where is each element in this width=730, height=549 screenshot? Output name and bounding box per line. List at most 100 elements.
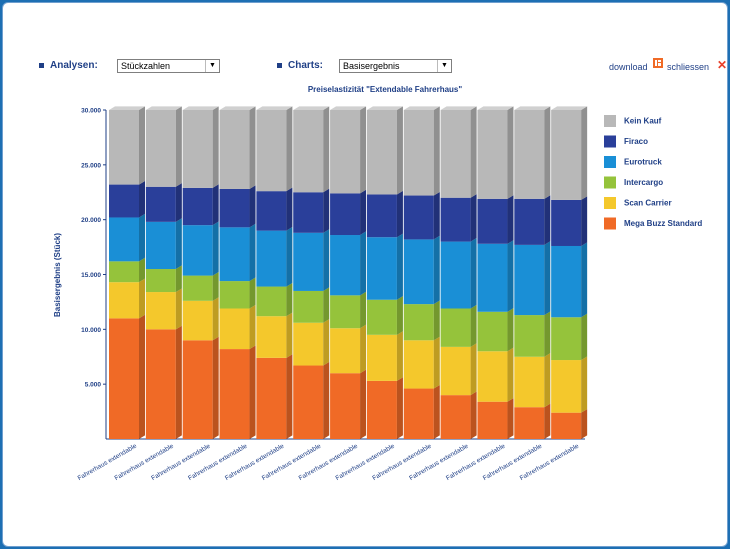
bar-segment bbox=[477, 195, 514, 244]
bar-segment bbox=[514, 311, 551, 357]
legend-swatch bbox=[604, 115, 616, 127]
y-tick-labels: 5.000 10.000 15.000 20.000 25.000 30.000 bbox=[81, 108, 106, 389]
legend-item: Eurotruck bbox=[604, 156, 662, 168]
y-tick-label: 30.000 bbox=[81, 108, 101, 115]
bar-segment bbox=[256, 227, 293, 287]
analysen-label: Analysen: bbox=[39, 60, 98, 71]
bar-segment bbox=[293, 106, 330, 193]
bar-segment bbox=[440, 194, 477, 242]
chart-legend: Kein Kauf Firaco Eurotruck Intercargo Scan C… bbox=[604, 115, 702, 230]
bar-segment bbox=[403, 106, 440, 196]
analysen-label-text: Analysen: bbox=[50, 60, 98, 71]
bar-segment bbox=[440, 304, 477, 347]
bar-segment bbox=[219, 304, 256, 350]
bar-segment bbox=[330, 106, 367, 194]
download-icon[interactable] bbox=[653, 58, 663, 68]
analysen-select[interactable]: Stückzahlen ▼ bbox=[117, 59, 220, 73]
legend-label: Intercargo bbox=[624, 178, 663, 187]
legend-swatch bbox=[604, 197, 616, 209]
bar-segment bbox=[440, 238, 477, 309]
bar-segment bbox=[366, 296, 403, 335]
bar-segment bbox=[293, 319, 330, 366]
bar-segment bbox=[293, 361, 330, 439]
bar-segment bbox=[145, 288, 182, 330]
bar-segment bbox=[366, 377, 403, 439]
dropdown-arrow-icon[interactable]: ▼ bbox=[205, 60, 219, 72]
legend-item: Intercargo bbox=[604, 176, 663, 189]
legend-swatch bbox=[604, 217, 616, 230]
bar-segment bbox=[551, 356, 588, 413]
bar-segment bbox=[477, 398, 514, 439]
bar-segment bbox=[182, 336, 219, 439]
legend-label: Kein Kauf bbox=[624, 117, 662, 126]
bullet-icon bbox=[277, 62, 282, 68]
bar-segment bbox=[256, 312, 293, 358]
y-tick-label: 15.000 bbox=[81, 272, 101, 279]
bar-segment bbox=[514, 353, 551, 408]
bar-segment bbox=[109, 314, 145, 439]
bar-segment bbox=[219, 185, 256, 228]
bar-segment bbox=[330, 369, 367, 439]
bar-segment bbox=[145, 325, 182, 439]
dropdown-arrow-icon[interactable]: ▼ bbox=[437, 60, 451, 72]
bar-segment bbox=[293, 287, 330, 323]
bar-segment bbox=[551, 409, 588, 439]
charts-select[interactable]: Basisergebnis ▼ bbox=[339, 59, 452, 73]
bar-segment bbox=[403, 191, 440, 240]
legend-item: Firaco bbox=[604, 135, 648, 148]
legend-swatch bbox=[604, 135, 616, 148]
bar-segment bbox=[551, 106, 588, 200]
y-axis-label: Basisergebnis (Stück) bbox=[53, 233, 62, 317]
bar-segment bbox=[366, 106, 403, 195]
legend-swatch bbox=[604, 176, 616, 189]
bar-top bbox=[182, 106, 219, 110]
bar-segment bbox=[219, 345, 256, 439]
chart-bars bbox=[109, 106, 588, 439]
bar-segment bbox=[109, 106, 145, 185]
bar-segment bbox=[109, 278, 145, 319]
y-tick-label: 20.000 bbox=[81, 217, 101, 224]
bar-segment bbox=[219, 106, 256, 189]
bar-segment bbox=[330, 324, 367, 374]
download-link[interactable]: download bbox=[609, 62, 648, 72]
bar-top bbox=[440, 106, 477, 110]
analysen-select-value: Stückzahlen bbox=[121, 61, 171, 71]
bar-segment bbox=[182, 297, 219, 341]
bar-segment bbox=[514, 241, 551, 316]
close-icon[interactable]: ✕ bbox=[717, 58, 728, 72]
bar-segment bbox=[330, 291, 367, 329]
stacked-bar-chart: Preiselastizität "Extendable Fahrerhaus"… bbox=[53, 85, 702, 482]
bar-segment bbox=[145, 218, 182, 270]
bar-top bbox=[330, 106, 367, 110]
close-link[interactable]: schliessen bbox=[667, 62, 710, 72]
bar-segment bbox=[514, 195, 551, 245]
bar-segment bbox=[256, 187, 293, 231]
chart-title: Preiselastizität "Extendable Fahrerhaus" bbox=[308, 85, 463, 94]
bar-segment bbox=[477, 106, 514, 199]
bar-top bbox=[551, 106, 588, 110]
legend-label: Eurotruck bbox=[624, 158, 662, 167]
bar-segment bbox=[366, 233, 403, 300]
bar-segment bbox=[256, 354, 293, 439]
bar-segment bbox=[403, 336, 440, 389]
bar-segment bbox=[293, 229, 330, 291]
charts-select-value: Basisergebnis bbox=[343, 61, 400, 71]
bar-segment bbox=[145, 265, 182, 293]
bar-segment bbox=[145, 183, 182, 222]
bar-segment bbox=[440, 106, 477, 198]
bar-segment bbox=[109, 180, 145, 218]
bar-segment bbox=[330, 231, 367, 296]
bar-segment bbox=[256, 106, 293, 192]
legend-item: Mega Buzz Standard bbox=[604, 217, 702, 230]
bar-segment bbox=[440, 391, 477, 439]
bar-top bbox=[109, 106, 145, 110]
y-tick-label: 5.000 bbox=[85, 382, 102, 389]
bar-top bbox=[293, 106, 330, 110]
bar-top bbox=[514, 106, 551, 110]
bar-segment bbox=[477, 308, 514, 352]
bar-segment bbox=[330, 189, 367, 236]
bar-segment bbox=[109, 213, 145, 262]
bar-segment bbox=[514, 106, 551, 199]
